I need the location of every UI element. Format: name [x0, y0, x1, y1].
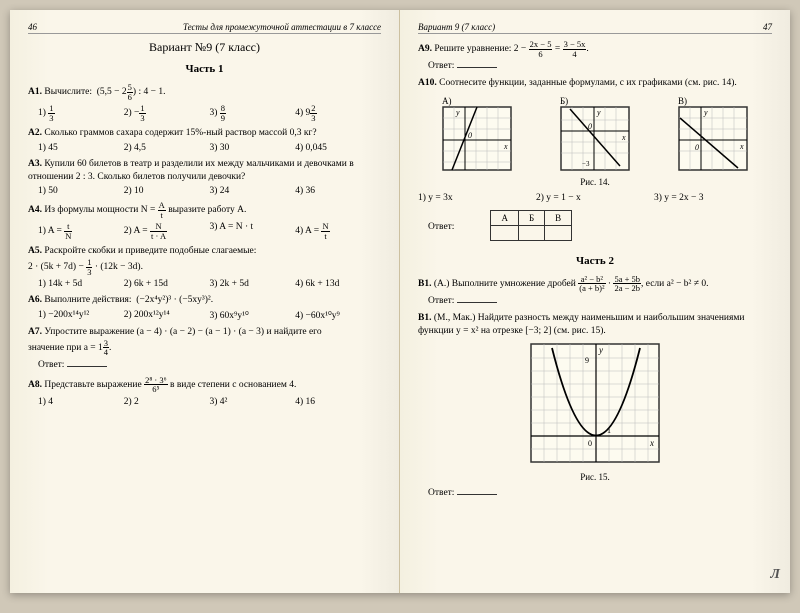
opts-A10: 1) y = 3x 2) y = 1 − x 3) y = 2x − 3	[418, 193, 772, 203]
svg-text:x: x	[739, 142, 744, 151]
svg-text:y: y	[598, 345, 603, 355]
svg-text:0: 0	[695, 143, 699, 152]
question-A5: А5. Раскройте скобки и приведите подобны…	[28, 245, 381, 276]
page-left: 46 Тесты для промежуточной аттестации в …	[10, 10, 400, 593]
opts-A5: 1) 14k + 5d 2) 6k + 15d 3) 2k + 5d 4) 6k…	[38, 279, 381, 289]
svg-text:y: y	[455, 108, 460, 117]
opts-A8: 1) 4 2) 2 3) 4² 4) 16	[38, 397, 381, 407]
svg-text:0: 0	[468, 131, 472, 140]
question-A7: А7. Упростите выражение (a − 4) · (a − 2…	[28, 326, 381, 357]
opts-A4: 1) A = tN 2) A = Nt · A 3) A = N · t 4) …	[38, 222, 381, 240]
match-table: АБВ	[490, 210, 572, 241]
svg-text:0: 0	[588, 439, 592, 448]
question-A8: А8. Представьте выражение 2⁸ · 3⁶6⁵ в ви…	[28, 376, 381, 394]
question-A10: А10. Соотнесите функции, заданные формул…	[418, 77, 772, 90]
page-header-right: Вариант 9 (7 класс) 47	[418, 22, 772, 34]
answer-A7: Ответ:	[38, 360, 381, 370]
page-header-left: 46 Тесты для промежуточной аттестации в …	[28, 22, 381, 34]
svg-text:x: x	[621, 133, 626, 142]
svg-text:−3: −3	[582, 160, 590, 168]
graph-B: 0xy−3	[560, 106, 630, 171]
header-text: Тесты для промежуточной аттестации в 7 к…	[183, 22, 381, 32]
page-number: 46	[28, 22, 37, 32]
part1-heading: Часть 1	[28, 63, 381, 75]
answer-B1A: Ответ:	[428, 296, 772, 306]
parabola-caption: Рис. 15.	[418, 472, 772, 482]
graphs-caption: Рис. 14.	[418, 177, 772, 187]
question-A1: А1. Вычислите: (5,5 − 256) : 4 − 1.	[28, 83, 381, 101]
answer-A9: Ответ:	[428, 61, 772, 71]
graph-A: 0 x y	[442, 106, 512, 171]
parabola-graph: y x 0 9 1	[530, 343, 660, 466]
opts-A3: 1) 50 2) 10 3) 24 4) 36	[38, 186, 381, 196]
question-A3: А3. Купили 60 билетов в театр и разделил…	[28, 158, 381, 184]
question-B1A: В1. (А.) Выполните умножение дробей a² −…	[418, 275, 772, 293]
svg-text:x: x	[503, 142, 508, 151]
graph-C: 0 x y	[678, 106, 748, 171]
publisher-logo: Л	[770, 567, 780, 583]
question-A9: А9. Решите уравнение: 2 − 2x − 56 = 3 − …	[418, 40, 772, 58]
page-number: 47	[763, 22, 772, 32]
svg-text:y: y	[596, 108, 601, 117]
svg-text:9: 9	[585, 356, 589, 365]
question-A6: А6. Выполните действия: (−2x⁴y²)³ · (−5x…	[28, 294, 381, 307]
question-B1M: В1. (М., Мак.) Найдите разность между на…	[418, 312, 772, 338]
question-A4: А4. Из формулы мощности N = At выразите …	[28, 201, 381, 219]
graphs-row: А) 0xy Б) 0xy−3 В) 0xy	[418, 96, 772, 171]
svg-text:y: y	[703, 108, 708, 117]
opts-A2: 1) 45 2) 4,5 3) 30 4) 0,045	[38, 143, 381, 153]
answer-B1M: Ответ:	[428, 488, 772, 498]
opts-A1: 1) 13 2) −13 3) 89 4) 923	[38, 104, 381, 122]
opts-A6: 1) −200x¹⁴y¹² 2) 200x¹²y¹⁴ 3) 60x⁹y¹⁰ 4)…	[38, 310, 381, 321]
answer-A10: Ответ: АБВ	[428, 207, 772, 247]
part2-heading: Часть 2	[418, 255, 772, 267]
variant-title: Вариант №9 (7 класс)	[28, 40, 381, 55]
svg-text:x: x	[649, 438, 654, 448]
question-A2: А2. Сколько граммов сахара содержит 15%-…	[28, 127, 381, 140]
header-text: Вариант 9 (7 класс)	[418, 22, 495, 32]
page-right: Вариант 9 (7 класс) 47 А9. Решите уравне…	[400, 10, 790, 593]
